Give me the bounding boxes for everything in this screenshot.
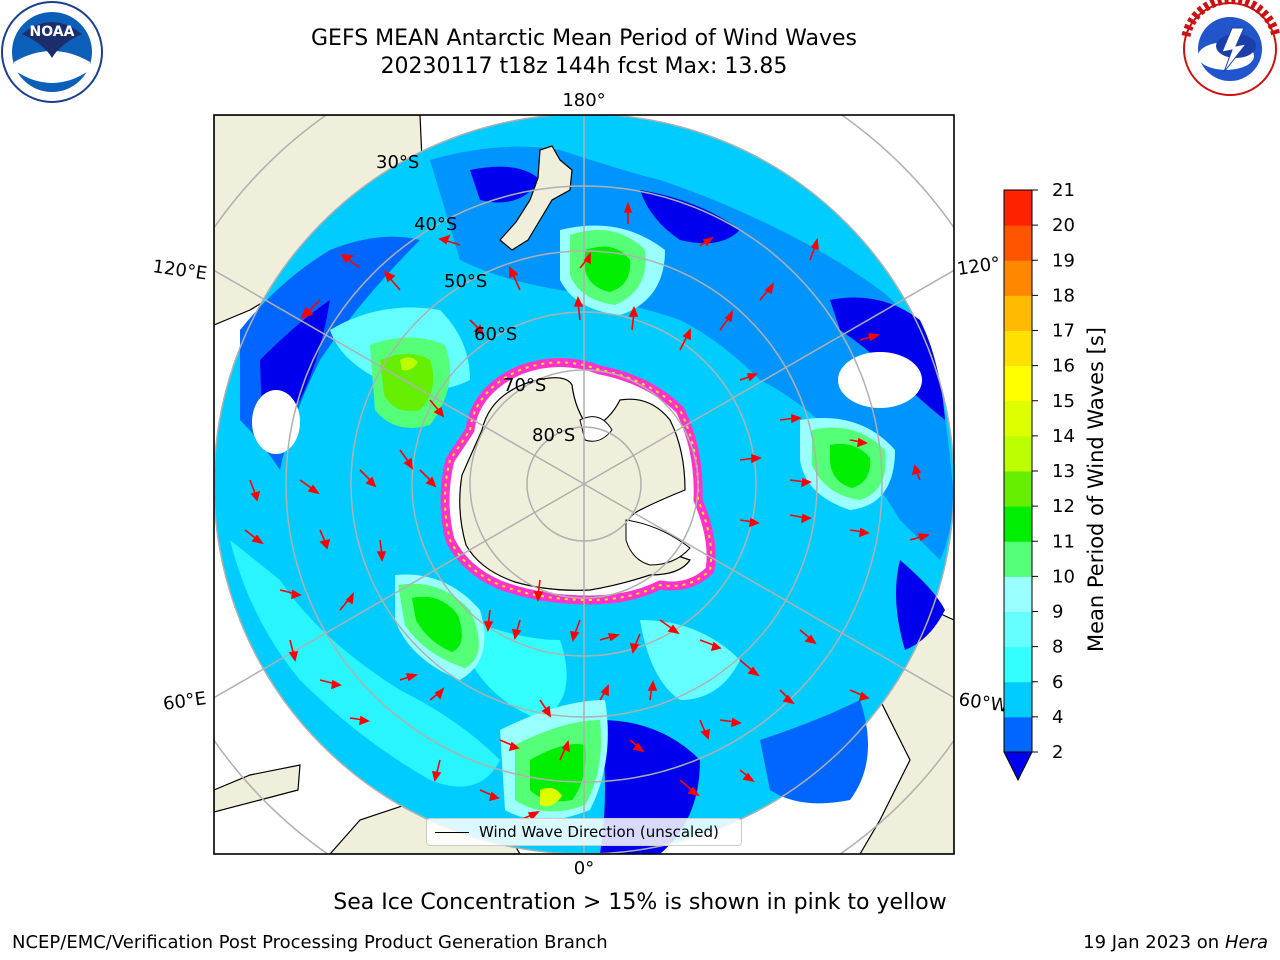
footer-credit: NCEP/EMC/Verification Post Processing Pr… <box>12 932 608 953</box>
lon-label-0: 0° <box>574 858 594 879</box>
colorbar-tick-label: 14 <box>1052 426 1075 447</box>
sea-ice-ring-edge <box>444 361 713 602</box>
colorbar-bin-0 <box>1004 716 1032 753</box>
colorbar-tick-label: 2 <box>1052 742 1063 763</box>
colorbar-bin-10 <box>1004 365 1032 402</box>
lon-label-180: 180° <box>562 90 605 111</box>
colorbar: 2 4 6 8 9 10 11 12 13 14 15 16 17 18 19 20 21 <box>1003 180 1075 782</box>
colorbar-bin-2 <box>1004 646 1032 683</box>
title-line-1: GEFS MEAN Antarctic Mean Period of Wind … <box>311 26 857 51</box>
colorbar-tick-label: 8 <box>1052 637 1063 658</box>
wave-period-field <box>230 146 954 854</box>
legend-line-swatch <box>435 831 469 833</box>
colorbar-bin-12 <box>1004 295 1032 331</box>
colorbar-tick-label: 20 <box>1052 215 1075 236</box>
nws-logo <box>1181 0 1280 96</box>
colorbar-tick-label: 11 <box>1052 531 1075 552</box>
footer-date-text: 19 Jan 2023 on <box>1083 932 1220 953</box>
colorbar-tick-label: 4 <box>1052 707 1063 728</box>
colorbar-tick-label: 13 <box>1052 461 1075 482</box>
graticule <box>214 115 954 854</box>
colorbar-under-extension <box>1003 751 1033 782</box>
colorbar-bin-1 <box>1004 681 1032 718</box>
colorbar-bin-13 <box>1004 260 1032 296</box>
lon-label-120e: 120°E <box>151 256 208 284</box>
lat-label-80s: 80°S <box>532 425 575 446</box>
footer-host: Hera <box>1224 932 1268 953</box>
colorbar-bin-7 <box>1004 471 1032 507</box>
lon-label-120w: 120° <box>956 253 1002 280</box>
colorbar-tick-label: 21 <box>1052 180 1075 201</box>
weddell-ice-shelf <box>579 416 613 442</box>
map-frame <box>213 114 955 855</box>
colorbar-tick-label: 17 <box>1052 321 1075 342</box>
lat-label-40s: 40°S <box>414 214 457 235</box>
lat-label-50s: 50°S <box>444 271 487 292</box>
colorbar-bin-14 <box>1004 225 1032 261</box>
title-line-2: 20230117 t18z 144h fcst Max: 13.85 <box>380 54 788 79</box>
colorbar-tick-label: 16 <box>1052 356 1075 377</box>
lon-label-60w: 60°W <box>957 689 1009 717</box>
colorbar-tick-label: 9 <box>1052 602 1063 623</box>
colorbar-bin-3 <box>1004 611 1032 648</box>
legend-label: Wind Wave Direction (unscaled) <box>479 823 719 841</box>
lat-label-60s: 60°S <box>474 324 517 345</box>
colorbar-bin-5 <box>1004 541 1032 577</box>
sea-ice-caption: Sea Ice Concentration > 15% is shown in … <box>333 890 947 915</box>
colorbar-bin-11 <box>1004 330 1032 367</box>
antarctica <box>459 377 691 591</box>
colorbar-bin-9 <box>1004 400 1032 437</box>
colorbar-bin-15 <box>1004 190 1032 226</box>
footer-date: 19 Jan 2023 on Hera <box>1083 932 1268 953</box>
colorbar-tick-label: 12 <box>1052 496 1075 517</box>
colorbar-bin-6 <box>1004 506 1032 542</box>
colorbar-tick-label: 10 <box>1052 566 1075 587</box>
noaa-logo: NOAA <box>1 1 103 103</box>
noaa-logo-text: NOAA <box>30 24 75 40</box>
lat-label-70s: 70°S <box>503 375 546 396</box>
colorbar-tick-label: 6 <box>1052 672 1063 693</box>
new-zealand <box>499 145 573 251</box>
lat-label-30s: 30°S <box>376 152 419 173</box>
colorbar-tick-label: 19 <box>1052 250 1075 271</box>
colorbar-label: Mean Period of Wind Waves [s] <box>1084 327 1108 652</box>
map-legend: Wind Wave Direction (unscaled) <box>426 818 742 846</box>
lon-label-60e: 60°E <box>162 688 208 715</box>
colorbar-bin-8 <box>1004 435 1032 472</box>
colorbar-bin-4 <box>1004 576 1032 612</box>
colorbar-tick-label: 15 <box>1052 391 1075 412</box>
colorbar-tick-label: 18 <box>1052 285 1075 306</box>
wave-direction-arrows <box>244 201 931 821</box>
